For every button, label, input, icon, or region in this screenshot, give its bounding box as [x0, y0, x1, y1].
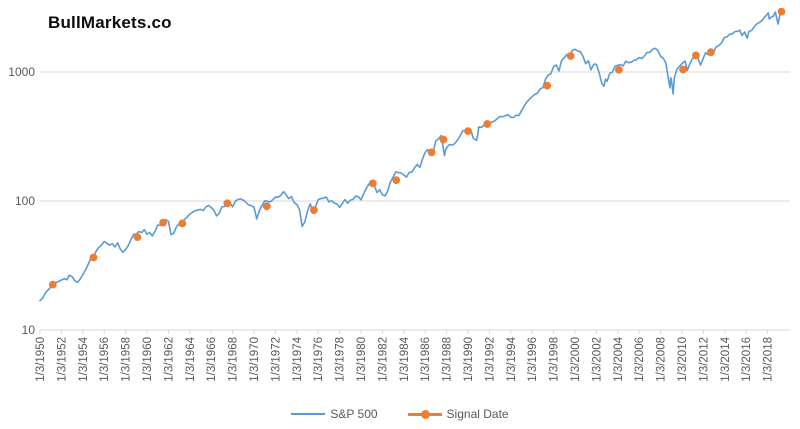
x-axis-tick-label: 1/3/1970: [249, 337, 261, 382]
x-axis-tick-label: 1/3/1974: [292, 336, 304, 381]
sp500-line: [39, 10, 783, 302]
x-axis-tick-label: 1/3/2004: [613, 336, 625, 381]
legend: S&P 500 Signal Date: [0, 403, 800, 425]
x-axis-tick-label: 1/3/1960: [142, 337, 154, 382]
signal-date-dot: [368, 179, 377, 188]
x-axis-tick-label: 1/3/2014: [720, 336, 732, 381]
x-axis-tick-label: 1/3/1990: [463, 337, 475, 382]
signal-date-dot: [223, 199, 232, 208]
signal-date-dot: [483, 120, 492, 128]
signal-date-dot: [543, 81, 552, 90]
signal-date-dot: [707, 48, 715, 57]
x-axis-tick-label: 1/3/1972: [270, 337, 282, 382]
signal-date-dot: [178, 219, 187, 228]
signal-date-dot: [159, 218, 168, 227]
legend-label-sp500: S&P 500: [330, 407, 378, 421]
sp500-line-swatch-icon: [291, 413, 326, 415]
x-axis-tick-label: 1/3/1968: [228, 337, 240, 382]
signal-marker-icon: [420, 409, 430, 419]
signal-line-swatch-icon: [407, 409, 442, 419]
signal-date-dot: [89, 253, 98, 262]
x-axis-tick-label: 1/3/2016: [741, 337, 753, 382]
signal-date-dot: [679, 65, 687, 74]
signal-date-dot: [392, 176, 401, 185]
x-axis-tick-label: 1/3/2000: [570, 337, 582, 382]
y-axis-tick-label: 10: [22, 323, 36, 337]
x-axis-tick-label: 1/3/2018: [763, 337, 775, 382]
x-axis-tick-label: 1/3/1994: [506, 336, 518, 381]
signal-date-dot: [777, 7, 786, 16]
x-axis-tick-label: 1/3/1982: [377, 337, 389, 382]
x-axis-tick-label: 1/3/2006: [634, 337, 646, 382]
x-axis-tick-label: 1/3/1966: [206, 337, 218, 382]
x-axis-tick-label: 1/3/1984: [399, 336, 411, 381]
x-axis-tick-label: 1/3/1956: [99, 337, 111, 382]
x-axis-tick-label: 1/3/1952: [56, 337, 68, 382]
legend-item-signal-date: Signal Date: [407, 407, 509, 421]
signal-date-dot: [48, 280, 57, 289]
legend-label-signal-date: Signal Date: [446, 407, 509, 421]
x-axis-tick-label: 1/3/1998: [549, 337, 561, 382]
x-axis-tick-label: 1/3/1996: [527, 337, 539, 382]
x-axis-tick-label: 1/3/1980: [356, 337, 368, 382]
signal-date-dot: [692, 51, 700, 60]
x-axis-tick-label: 1/3/1950: [35, 337, 47, 382]
signal-date-dot: [464, 127, 472, 135]
x-axis-tick-label: 1/3/1964: [185, 336, 197, 381]
x-axis-tick-label: 1/3/1978: [335, 337, 347, 382]
signal-date-dot: [310, 206, 318, 215]
signal-date-dot: [566, 52, 575, 60]
signal-date-dot: [427, 148, 436, 157]
x-axis-tick-label: 1/3/1954: [78, 336, 90, 381]
x-axis-tick-label: 1/3/1988: [442, 337, 454, 382]
x-axis-tick-label: 1/3/2008: [656, 337, 668, 382]
chart-title: BullMarkets.co: [48, 13, 172, 32]
x-axis-tick-label: 1/3/1976: [313, 337, 325, 382]
signal-date-dot: [615, 65, 623, 74]
x-axis-tick-label: 1/3/1962: [163, 337, 175, 382]
x-axis-tick-label: 1/3/2010: [677, 337, 689, 382]
y-axis-tick-label: 100: [15, 194, 35, 208]
x-axis-tick-label: 1/3/2002: [591, 337, 603, 382]
x-axis-tick-label: 1/3/1958: [121, 337, 133, 382]
x-axis-tick-label: 1/3/1992: [484, 337, 496, 382]
signal-date-dot: [262, 202, 271, 211]
x-axis-tick-label: 1/3/1986: [420, 337, 432, 382]
y-axis-tick-label: 1000: [8, 65, 35, 79]
signal-date-dot: [439, 135, 448, 144]
signal-date-dot: [133, 233, 142, 242]
legend-item-sp500: S&P 500: [291, 407, 378, 421]
x-axis-tick-label: 1/3/2012: [698, 337, 710, 382]
